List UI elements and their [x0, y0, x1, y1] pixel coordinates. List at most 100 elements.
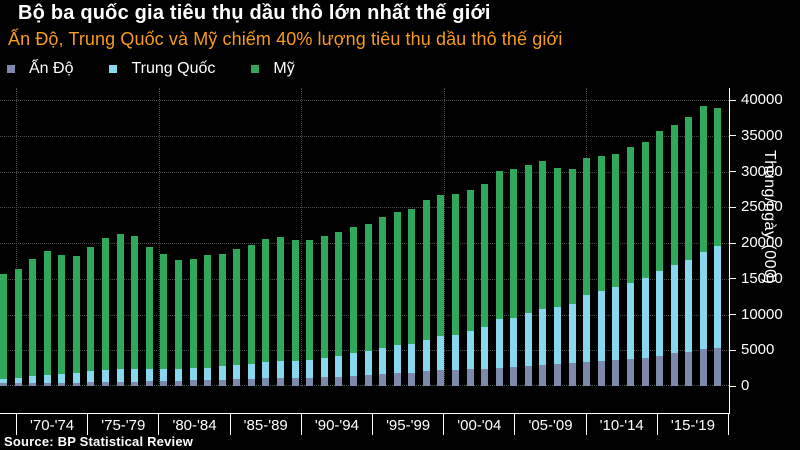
bar-segment-2015-0: [656, 356, 664, 386]
bar-segment-1978-2: [116, 234, 124, 369]
bar-2017: [685, 117, 693, 386]
x-axis-tick-label: '90-'94: [300, 414, 372, 435]
bar-segment-1985-0: [218, 379, 226, 386]
bar-segment-1992-2: [320, 236, 328, 358]
bar-segment-2008-0: [554, 364, 562, 386]
bar-1970: [0, 273, 7, 386]
bar-segment-2019-0: [714, 348, 722, 386]
china-swatch-icon: [109, 65, 118, 73]
bar-segment-2016-1: [670, 265, 678, 354]
bar-segment-2007-1: [539, 309, 547, 365]
bar-2001: [451, 194, 459, 386]
bar-segment-2015-1: [656, 270, 664, 357]
bar-segment-2000-2: [437, 194, 445, 336]
bar-segment-2003-1: [481, 327, 489, 369]
y-axis-tick: [729, 314, 736, 315]
bar-segment-1993-2: [335, 232, 343, 356]
bar-segment-2009-2: [568, 169, 576, 304]
y-axis-tick-label: 30000: [741, 162, 783, 180]
bar-2008: [554, 167, 562, 386]
chart-subtitle: Ấn Độ, Trung Quốc và Mỹ chiếm 40% lượng …: [8, 29, 563, 49]
x-axis-tick-label: '00-'04: [443, 414, 514, 435]
bar-2018: [699, 105, 707, 386]
bar-2004: [495, 171, 503, 386]
bar-segment-1987-0: [247, 378, 255, 386]
bar-segment-2011-1: [597, 291, 605, 362]
bar-segment-1976-0: [87, 382, 95, 386]
chart-legend: Ấn Độ Trung Quốc Mỹ: [7, 60, 295, 78]
bar-segment-1990-2: [291, 239, 299, 362]
bar-segment-1998-0: [408, 372, 416, 386]
bar-segment-2004-1: [495, 319, 503, 368]
bar-1983: [189, 259, 197, 386]
bar-segment-2004-0: [495, 367, 503, 386]
x-axis-tick-label: '15-'19: [656, 414, 730, 435]
bar-segment-1980-0: [145, 381, 153, 386]
bar-segment-1978-0: [116, 381, 124, 386]
y-axis-tick: [729, 242, 736, 244]
bar-segment-2018-2: [699, 105, 707, 253]
gridline-vertical: [158, 88, 160, 386]
bar-segment-1996-1: [379, 348, 387, 374]
bar-1993: [335, 232, 343, 386]
bar-1997: [393, 212, 401, 386]
y-axis-title: Thùng/ngày (000): [761, 150, 778, 285]
bar-2007: [539, 161, 547, 386]
legend-label-us: Mỹ: [273, 60, 295, 77]
bar-segment-1976-1: [87, 371, 95, 383]
y-axis-tick: [729, 135, 736, 137]
bar-segment-1977-1: [102, 369, 110, 383]
plot-area: [0, 88, 729, 386]
y-axis-tick: [729, 171, 736, 172]
bar-segment-2000-1: [437, 335, 445, 370]
bar-2016: [670, 124, 678, 386]
bar-segment-1991-2: [306, 240, 314, 360]
bar-1991: [306, 240, 314, 386]
bar-1979: [131, 236, 139, 386]
bar-segment-1986-1: [233, 365, 241, 380]
bar-segment-2005-2: [510, 169, 518, 318]
bar-segment-1975-1: [72, 372, 80, 383]
bar-segment-2016-2: [670, 124, 678, 266]
legend-item-us: Mỹ: [251, 60, 295, 78]
bar-segment-2002-0: [466, 369, 474, 386]
y-axis-tick: [729, 278, 736, 280]
bar-segment-2014-2: [641, 141, 649, 279]
bar-segment-2007-0: [539, 364, 547, 386]
bar-segment-1970-0: [0, 383, 7, 386]
bar-segment-1996-2: [379, 217, 387, 349]
bar-segment-2005-1: [510, 317, 518, 368]
bar-1989: [277, 237, 285, 386]
bar-segment-1988-1: [262, 362, 270, 379]
bar-segment-2009-0: [568, 362, 576, 386]
gridline-horizontal: [0, 207, 729, 209]
y-axis-tick: [729, 99, 736, 101]
page-title: Bộ ba quốc gia tiêu thụ dầu thô lớn nhất…: [18, 2, 491, 24]
bar-segment-1996-0: [379, 374, 387, 386]
bar-segment-2005-0: [510, 367, 518, 386]
bar-segment-2018-1: [699, 252, 707, 350]
bar-segment-2003-2: [481, 183, 489, 328]
bar-1975: [72, 256, 80, 386]
bar-segment-1972-1: [29, 376, 37, 383]
gridline-vertical: [16, 88, 17, 386]
bar-segment-2018-0: [699, 349, 707, 386]
y-axis-tick-label: 25000: [741, 198, 783, 216]
bar-segment-1983-0: [189, 380, 197, 386]
bar-2019: [714, 107, 722, 386]
bar-segment-1991-0: [306, 377, 314, 386]
bar-segment-2013-2: [626, 147, 634, 283]
x-axis-tick-label: '95-'99: [372, 414, 443, 435]
bar-segment-1979-2: [131, 236, 139, 369]
bar-segment-1981-1: [160, 368, 168, 381]
bar-1984: [204, 255, 212, 386]
bar-1981: [160, 254, 168, 386]
bar-segment-1990-1: [291, 361, 299, 378]
bar-1972: [29, 259, 37, 386]
bar-segment-1976-2: [87, 246, 95, 372]
bar-segment-2017-1: [685, 260, 693, 352]
bar-segment-1987-1: [247, 363, 255, 379]
bar-1995: [364, 223, 372, 386]
bar-segment-1999-2: [422, 200, 430, 340]
bar-segment-1999-1: [422, 339, 430, 372]
